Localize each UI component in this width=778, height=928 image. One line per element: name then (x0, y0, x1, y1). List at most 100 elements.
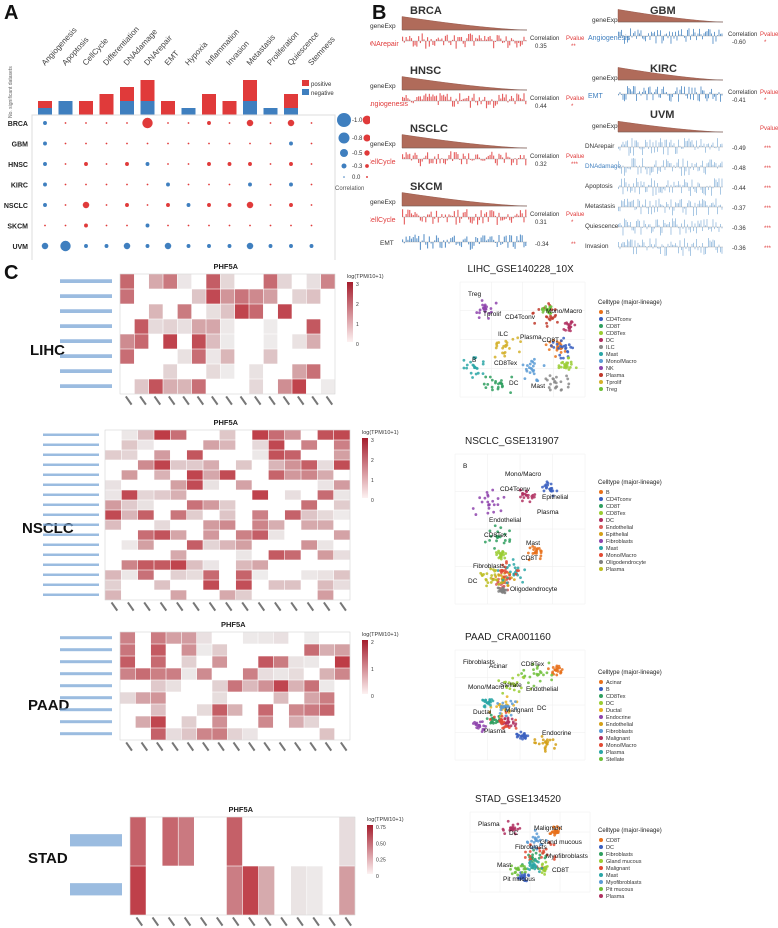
track-bar (502, 242, 504, 244)
bar-positive (140, 80, 155, 101)
colorbar-title: log(TPM/10+1) (367, 817, 404, 823)
umap-point (551, 666, 555, 669)
celltype-tick-label (156, 741, 164, 752)
track-bar (711, 144, 712, 147)
track-bar (676, 185, 678, 187)
umap-title: STAD_GSE134520 (475, 794, 561, 805)
umap-point (537, 308, 541, 311)
umap-point (504, 711, 508, 714)
track-bar (643, 205, 645, 207)
track-bar (715, 94, 717, 101)
track-bar (664, 222, 666, 227)
track-bar (654, 147, 655, 153)
heatmap-cell (105, 570, 122, 580)
umap-point (522, 867, 526, 871)
uvm-pathway-label: Metastasis (585, 203, 615, 210)
track-bar (622, 94, 624, 100)
track-bar (687, 160, 688, 167)
heatmap-cell (306, 289, 321, 304)
track-bar (482, 235, 484, 242)
umap-point (532, 548, 535, 551)
track-bar (669, 94, 670, 101)
track-bar (432, 217, 434, 224)
track-bar (721, 33, 723, 36)
track-bar (711, 187, 712, 196)
umap-point (504, 570, 507, 574)
heatmap-cell (219, 510, 236, 520)
legend-label: B (606, 490, 610, 496)
track-bar (435, 39, 438, 41)
track-bar (642, 158, 643, 167)
legend-label: CD8Tex (606, 694, 626, 700)
umap-point (561, 360, 565, 364)
heatmap-cell (181, 668, 197, 680)
heatmap-cell (137, 460, 154, 470)
heatmap-cell (170, 550, 187, 560)
umap-point (501, 726, 505, 730)
umap-point (547, 348, 551, 352)
legend-label: DC (606, 701, 614, 707)
track-bar (418, 215, 420, 217)
track-bar (434, 96, 436, 101)
track-bar (678, 181, 679, 187)
track-bar (627, 239, 628, 247)
track-bar (450, 41, 452, 46)
legend-swatch (599, 539, 603, 543)
track-bar (455, 98, 457, 101)
track-bar (661, 227, 663, 233)
umap-point (513, 832, 517, 836)
heatmap-cell (268, 460, 285, 470)
heatmap-cell (170, 480, 187, 490)
bubble (84, 162, 88, 166)
celltype-tick-label (282, 395, 291, 406)
umap-point (528, 675, 532, 679)
track-bar (700, 187, 702, 190)
track-bar (439, 242, 441, 248)
umap-point (537, 856, 541, 860)
track-bar (514, 101, 516, 105)
track-bar (450, 96, 452, 101)
umap-cluster-label: Mast (531, 383, 545, 390)
umap-point (477, 723, 481, 727)
heatmap-cell (307, 866, 323, 915)
umap-point (554, 386, 557, 390)
bubble (43, 182, 47, 187)
track-bar (663, 187, 664, 190)
heatmap-cell (220, 349, 235, 364)
track-bar (708, 94, 709, 99)
umap-point (499, 708, 503, 712)
umap-point (536, 673, 540, 677)
celltype-tick-label (297, 395, 305, 406)
heatmap-cell (150, 632, 166, 644)
track-bar (712, 202, 714, 207)
track-bar (663, 160, 664, 167)
umap-point (489, 703, 492, 707)
celltype-tick-label (264, 916, 272, 927)
heatmap-cell (288, 668, 304, 680)
track-bar (453, 101, 455, 107)
bubble (146, 142, 149, 145)
track-bar (619, 247, 621, 250)
legend-swatch (599, 680, 603, 684)
track-bar (625, 167, 627, 173)
umap-point (532, 840, 536, 844)
track-bar (448, 214, 450, 217)
track-bar (702, 187, 703, 194)
track-bar (464, 156, 466, 159)
uvm-pathway-label: Quiescence (585, 223, 619, 230)
umap-cluster-label: Malignant (534, 825, 562, 832)
colorbar-tick: 2 (371, 640, 374, 646)
track-bar (667, 147, 669, 156)
umap-point (486, 581, 490, 584)
pval-label: Pvalue (566, 212, 585, 218)
track-bar (666, 224, 667, 227)
track-bar (453, 35, 455, 41)
track-bar (648, 167, 649, 169)
umap-point (508, 687, 512, 691)
umap-point (517, 350, 521, 354)
heatmap-cell (186, 510, 203, 520)
track-bar (509, 41, 511, 46)
track-bar (631, 187, 633, 191)
track-bar (634, 31, 636, 36)
umap-point (504, 339, 508, 343)
